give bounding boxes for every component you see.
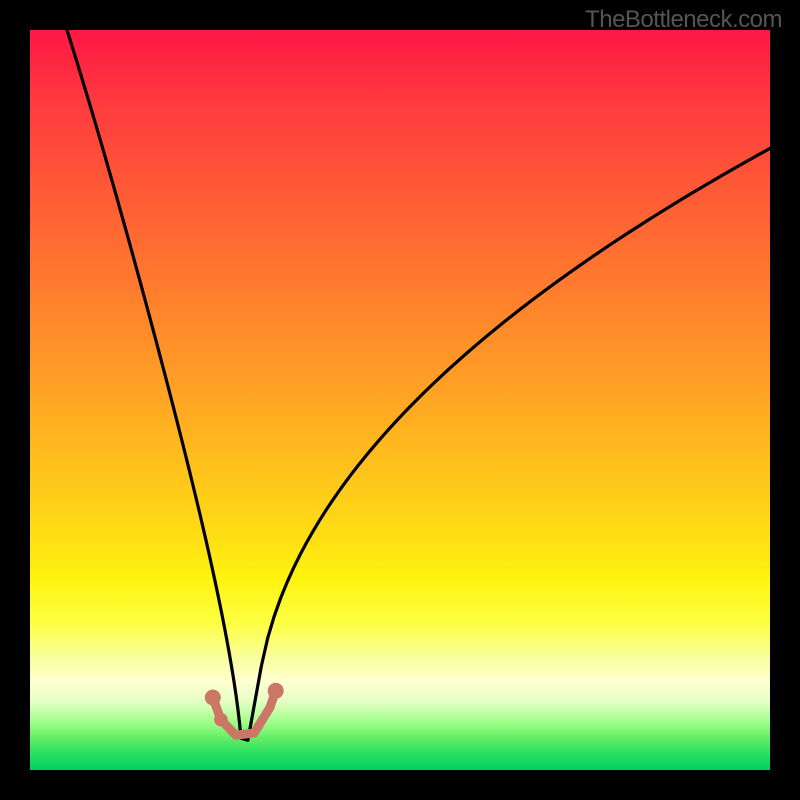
marker-dot-right: [268, 683, 284, 699]
chart-plot-area: [30, 30, 770, 770]
chart-container: TheBottleneck.com: [0, 0, 800, 800]
watermark-text: TheBottleneck.com: [585, 6, 782, 34]
curve-path: [67, 30, 770, 740]
optimal-range-markers: [205, 683, 284, 735]
bottleneck-curve: [30, 30, 770, 770]
marker-dot-left-2: [214, 713, 228, 727]
marker-connector: [213, 691, 276, 735]
marker-dot-left: [205, 690, 221, 706]
